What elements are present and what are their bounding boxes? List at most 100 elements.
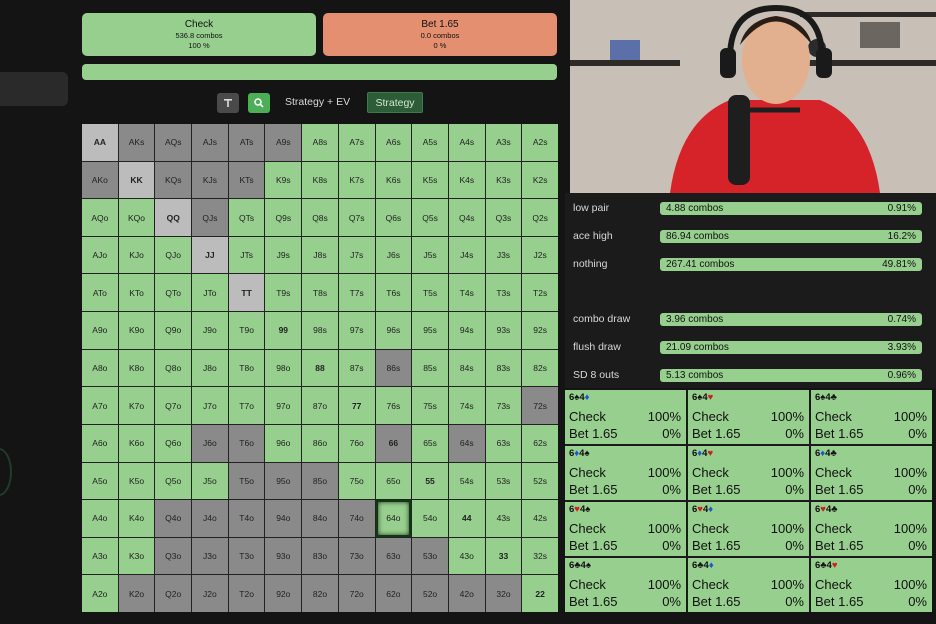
hand-cell[interactable]: KJo <box>118 236 155 274</box>
hand-cell[interactable]: A9o <box>82 312 118 349</box>
hand-cell[interactable]: K6s <box>375 161 412 199</box>
hand-cell[interactable]: 95s <box>412 312 448 349</box>
strategy-ev-toggle[interactable]: Strategy + EV <box>285 96 351 108</box>
hand-cell[interactable]: K6o <box>118 424 155 462</box>
hand-cell[interactable]: 62o <box>375 575 412 612</box>
hand-cell[interactable]: J7s <box>338 236 375 274</box>
hand-cell[interactable]: K2s <box>522 161 558 199</box>
hand-cell[interactable]: T4o <box>228 500 265 537</box>
hand-cell[interactable]: A4s <box>448 124 485 161</box>
combo-card[interactable]: 6♠4♣ Check 100% Bet 1.65 0% <box>811 390 932 444</box>
hand-cell[interactable]: T8s <box>302 274 338 312</box>
hand-cell[interactable]: T5o <box>228 462 265 500</box>
hand-cell[interactable]: 97s <box>338 312 375 349</box>
hand-cell[interactable]: K3o <box>118 537 155 575</box>
hand-cell[interactable]: 83s <box>485 349 522 387</box>
hand-cell[interactable]: A8o <box>82 349 118 387</box>
hand-cell[interactable]: 72s <box>522 387 558 424</box>
hand-cell[interactable]: 98s <box>302 312 338 349</box>
hand-cell[interactable]: 82o <box>302 575 338 612</box>
hand-cell[interactable]: 82s <box>522 349 558 387</box>
hand-cell[interactable]: K9s <box>265 161 302 199</box>
hand-cell[interactable]: T8o <box>228 349 265 387</box>
hand-cell[interactable]: 74s <box>448 387 485 424</box>
hand-cell[interactable]: 92o <box>265 575 302 612</box>
hand-cell[interactable]: A2s <box>522 124 558 161</box>
hand-cell[interactable]: QTo <box>155 274 192 312</box>
hand-cell[interactable]: J9o <box>192 312 228 349</box>
hand-cell[interactable]: 53s <box>485 462 522 500</box>
hand-cell[interactable]: 83o <box>302 537 338 575</box>
hand-cell[interactable]: J3s <box>485 236 522 274</box>
hand-cell[interactable]: 95o <box>265 462 302 500</box>
combo-card[interactable]: 6♣4♥ Check 100% Bet 1.65 0% <box>811 558 932 612</box>
hand-cell[interactable]: J7o <box>192 387 228 424</box>
hand-cell[interactable]: 55 <box>412 462 448 500</box>
hand-cell[interactable]: 94o <box>265 500 302 537</box>
hand-cell[interactable]: A8s <box>302 124 338 161</box>
combo-card[interactable]: 6♠4♥ Check 100% Bet 1.65 0% <box>688 390 809 444</box>
hand-cell[interactable]: J9s <box>265 236 302 274</box>
hand-cell[interactable]: QTs <box>228 199 265 236</box>
hand-cell[interactable]: KQs <box>155 161 192 199</box>
hand-cell[interactable]: A5s <box>412 124 448 161</box>
hand-cell[interactable]: ATs <box>228 124 265 161</box>
hand-cell[interactable]: Q5o <box>155 462 192 500</box>
hand-cell[interactable]: A5o <box>82 462 118 500</box>
hand-cell[interactable]: 76o <box>338 424 375 462</box>
hand-cell[interactable]: K4s <box>448 161 485 199</box>
hand-cell[interactable]: 63o <box>375 537 412 575</box>
hand-cell[interactable]: AQo <box>82 199 118 236</box>
hand-cell[interactable]: 93s <box>485 312 522 349</box>
hand-cell[interactable]: J5o <box>192 462 228 500</box>
hand-cell[interactable]: K7s <box>338 161 375 199</box>
hand-cell[interactable]: T2s <box>522 274 558 312</box>
hand-cell[interactable]: Q4o <box>155 500 192 537</box>
hand-cell[interactable]: 43o <box>448 537 485 575</box>
hand-cell[interactable]: 99 <box>265 312 302 349</box>
hand-cell[interactable]: 84s <box>448 349 485 387</box>
hand-cell[interactable]: 65o <box>375 462 412 500</box>
hand-cell[interactable]: 22 <box>522 575 558 612</box>
filter-button[interactable] <box>217 93 239 113</box>
combo-card[interactable]: 6♣4♠ Check 100% Bet 1.65 0% <box>565 558 686 612</box>
hand-cell[interactable]: J4o <box>192 500 228 537</box>
hand-cell[interactable]: KJs <box>192 161 228 199</box>
hand-cell[interactable]: K2o <box>118 575 155 612</box>
hand-cell[interactable]: J2o <box>192 575 228 612</box>
hand-cell[interactable]: 86o <box>302 424 338 462</box>
hand-cell[interactable]: K7o <box>118 387 155 424</box>
hand-cell[interactable]: A9s <box>265 124 302 161</box>
combo-card[interactable]: 6♥4♠ Check 100% Bet 1.65 0% <box>565 502 686 556</box>
combo-card[interactable]: 6♦4♣ Check 100% Bet 1.65 0% <box>811 446 932 500</box>
hand-cell[interactable]: Q8o <box>155 349 192 387</box>
hand-cell[interactable]: 54s <box>448 462 485 500</box>
hand-cell[interactable]: 84o <box>302 500 338 537</box>
strategy-tab[interactable]: Strategy <box>367 92 423 113</box>
hand-cell[interactable]: T3s <box>485 274 522 312</box>
hand-cell[interactable]: J2s <box>522 236 558 274</box>
combo-card[interactable]: 6♥4♦ Check 100% Bet 1.65 0% <box>688 502 809 556</box>
combo-card[interactable]: 6♦4♠ Check 100% Bet 1.65 0% <box>565 446 686 500</box>
hand-cell[interactable]: QJo <box>155 236 192 274</box>
hand-cell[interactable]: A6o <box>82 424 118 462</box>
hand-cell[interactable]: 77 <box>338 387 375 424</box>
hand-cell[interactable]: J3o <box>192 537 228 575</box>
hand-cell[interactable]: A7s <box>338 124 375 161</box>
hand-cell[interactable]: K8s <box>302 161 338 199</box>
hand-cell[interactable]: 33 <box>485 537 522 575</box>
hand-cell[interactable]: 32s <box>522 537 558 575</box>
hand-cell[interactable]: 94s <box>448 312 485 349</box>
search-button[interactable] <box>248 93 270 113</box>
hand-cell[interactable]: J5s <box>412 236 448 274</box>
hand-cell[interactable]: K5o <box>118 462 155 500</box>
hand-cell[interactable]: ATo <box>82 274 118 312</box>
hand-cell[interactable]: T7s <box>338 274 375 312</box>
hand-cell[interactable]: AQs <box>155 124 192 161</box>
hand-cell[interactable]: T2o <box>228 575 265 612</box>
hand-cell[interactable]: 87s <box>338 349 375 387</box>
hand-cell[interactable]: KTs <box>228 161 265 199</box>
hand-cell[interactable]: 72o <box>338 575 375 612</box>
hand-cell[interactable]: JTs <box>228 236 265 274</box>
hand-cell[interactable]: T4s <box>448 274 485 312</box>
